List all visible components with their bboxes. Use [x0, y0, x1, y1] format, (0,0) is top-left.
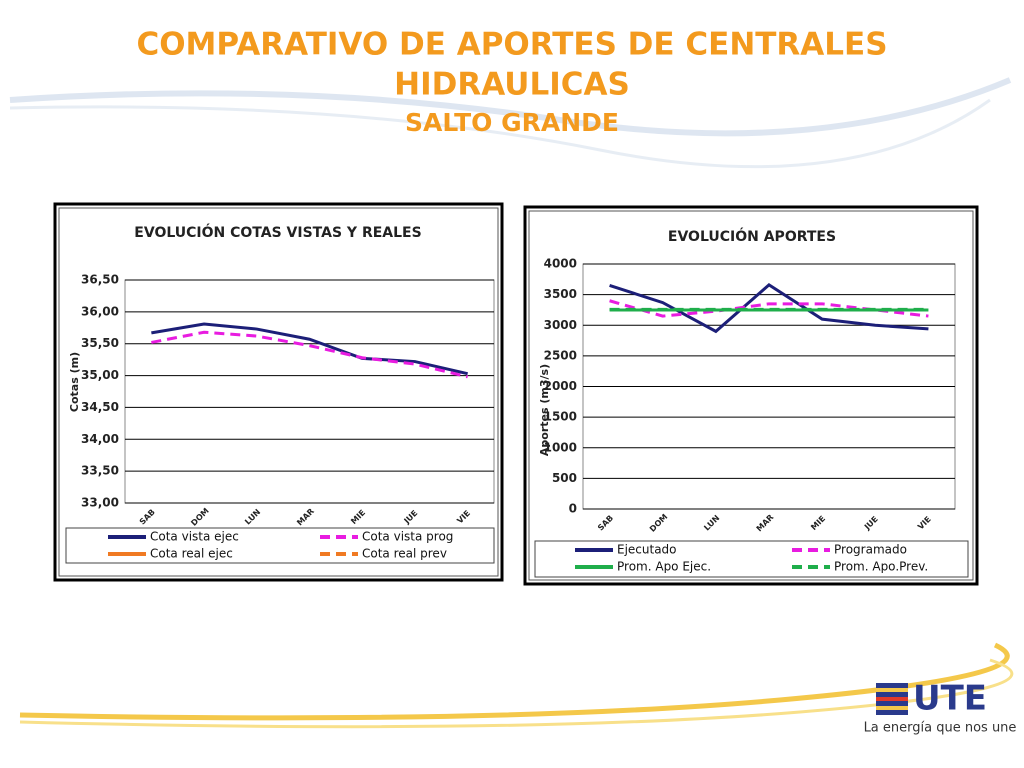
- chart-inner-frame: [528, 210, 974, 581]
- y-tick-label: 36,00: [81, 304, 119, 318]
- chart: EVOLUCIÓN COTAS VISTAS Y REALES 33,00 33,5…: [53, 202, 504, 582]
- y-axis-label: Aportes (m3/s): [538, 364, 551, 456]
- decoration: [9, 77, 1014, 729]
- legend-label: Cota real ejec: [150, 547, 233, 561]
- chart-title: EVOLUCIÓN COTAS VISTAS Y REALES: [134, 223, 421, 241]
- plot-area: [124, 279, 495, 504]
- tagline: La energía que nos une: [864, 721, 1017, 736]
- y-tick-label: 3000: [544, 318, 577, 332]
- slide-subtitle: SALTO GRANDE: [405, 108, 619, 137]
- series-line: [151, 322, 468, 376]
- y-tick-label: 33,50: [81, 464, 119, 478]
- y-tick-label: 4000: [544, 257, 577, 271]
- logo-text: UTE: [913, 679, 987, 719]
- y-tick-label: 34,50: [81, 400, 119, 414]
- series-line: [151, 330, 468, 379]
- legend-label: Prom. Apo Ejec.: [617, 560, 711, 574]
- chart-title: EVOLUCIÓN APORTES: [668, 227, 836, 245]
- legend-label: Cota real prev: [362, 547, 447, 561]
- y-tick-label: 0: [569, 502, 577, 516]
- y-tick-label: 35,50: [81, 336, 119, 350]
- logo: UTE La energía que nos une: [864, 679, 1017, 736]
- legend-box: [65, 527, 495, 564]
- y-tick-label: 3500: [544, 287, 577, 301]
- legend-label: Programado: [834, 543, 907, 557]
- y-tick-label: 2500: [544, 348, 577, 362]
- chart: EVOLUCIÓN APORTES 0 500 1000 1500 2000 2500 300…: [523, 205, 979, 586]
- y-tick-label: 34,00: [81, 432, 119, 446]
- legend-label: Ejecutado: [617, 543, 677, 557]
- y-tick-label: 36,50: [81, 273, 119, 287]
- y-axis-label: Cotas (m): [68, 352, 81, 412]
- slide-title: HIDRAULICAS: [394, 67, 630, 103]
- legend-label: Cota vista ejec: [150, 530, 239, 544]
- y-tick-label: 33,00: [81, 496, 119, 510]
- y-tick-label: 2000: [544, 379, 577, 393]
- chart-inner-frame: [58, 207, 499, 577]
- y-tick-label: 500: [552, 471, 577, 485]
- y-tick-label: 1000: [544, 440, 577, 454]
- legend-label: Cota vista prog: [362, 530, 453, 544]
- y-tick-label: 35,00: [81, 368, 119, 382]
- series-line: [609, 282, 929, 334]
- y-tick-label: 1500: [544, 410, 577, 424]
- slide-title: COMPARATIVO DE APORTES DE CENTRALES: [136, 27, 887, 63]
- legend-box: [534, 540, 969, 578]
- legend-label: Prom. Apo.Prev.: [834, 560, 928, 574]
- series-line: [609, 299, 929, 318]
